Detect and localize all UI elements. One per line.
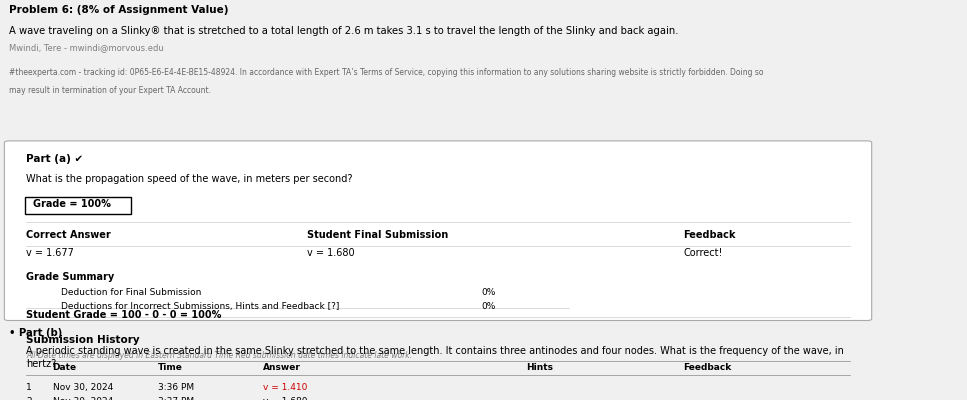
Text: Nov 30, 2024: Nov 30, 2024	[52, 383, 113, 392]
Text: Nov 30, 2024: Nov 30, 2024	[52, 396, 113, 400]
Text: v = 1.680: v = 1.680	[263, 396, 308, 400]
Text: Part (a) ✔: Part (a) ✔	[26, 154, 83, 164]
Text: 0%: 0%	[482, 302, 496, 311]
Text: 0%: 0%	[482, 288, 496, 297]
FancyBboxPatch shape	[24, 197, 132, 214]
Text: Correct!: Correct!	[684, 248, 722, 258]
Text: may result in termination of your Expert TA Account.: may result in termination of your Expert…	[9, 86, 211, 95]
FancyBboxPatch shape	[5, 141, 871, 320]
Text: Grade Summary: Grade Summary	[26, 272, 114, 282]
Text: Answer: Answer	[263, 363, 301, 372]
Text: Mwindi, Tere - mwindi@morvous.edu: Mwindi, Tere - mwindi@morvous.edu	[9, 43, 163, 52]
Text: #theexperta.com - tracking id: 0P65-E6-E4-4E-BE15-48924. In accordance with Expe: #theexperta.com - tracking id: 0P65-E6-E…	[9, 68, 763, 77]
Text: Date: Date	[52, 363, 76, 372]
Text: Feedback: Feedback	[684, 230, 736, 240]
Text: hertz?: hertz?	[26, 359, 56, 369]
Text: Submission History: Submission History	[26, 335, 140, 345]
Text: • Part (b): • Part (b)	[9, 328, 62, 338]
Text: What is the propagation speed of the wave, in meters per second?: What is the propagation speed of the wav…	[26, 174, 353, 184]
Text: Deductions for Incorrect Submissions, Hints and Feedback [?]: Deductions for Incorrect Submissions, Hi…	[61, 302, 339, 311]
Text: Deduction for Final Submission: Deduction for Final Submission	[61, 288, 202, 297]
Text: A periodic standing wave is created in the same Slinky stretched to the same len: A periodic standing wave is created in t…	[26, 346, 844, 356]
Text: A wave traveling on a Slinky® that is stretched to a total length of 2.6 m takes: A wave traveling on a Slinky® that is st…	[9, 26, 678, 36]
Text: 1: 1	[26, 383, 32, 392]
Text: 2: 2	[26, 396, 32, 400]
Text: Student Final Submission: Student Final Submission	[307, 230, 448, 240]
Text: Feedback: Feedback	[684, 363, 732, 372]
Text: Correct Answer: Correct Answer	[26, 230, 111, 240]
Text: 3:36 PM: 3:36 PM	[158, 383, 193, 392]
Text: Problem 6: (8% of Assignment Value): Problem 6: (8% of Assignment Value)	[9, 5, 228, 15]
Text: 3:37 PM: 3:37 PM	[158, 396, 193, 400]
Text: All Date times are displayed in Eastern Standard Time Red submission date times : All Date times are displayed in Eastern …	[26, 352, 412, 360]
Text: v = 1.410: v = 1.410	[263, 383, 308, 392]
Text: v = 1.680: v = 1.680	[307, 248, 354, 258]
Text: Hints: Hints	[526, 363, 552, 372]
Text: Student Grade = 100 - 0 - 0 = 100%: Student Grade = 100 - 0 - 0 = 100%	[26, 310, 221, 320]
Text: Time: Time	[158, 363, 183, 372]
Text: v = 1.677: v = 1.677	[26, 248, 74, 258]
Text: Grade = 100%: Grade = 100%	[33, 199, 111, 209]
